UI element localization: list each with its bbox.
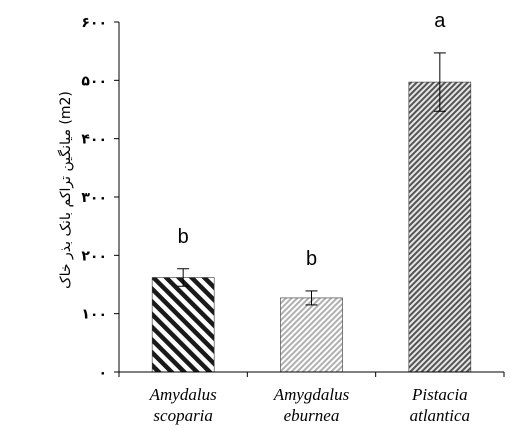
category-label-line2: eburnea [284, 406, 340, 425]
y-tick-label: ۳۰۰ [81, 190, 107, 206]
significance-label: a [434, 10, 446, 32]
bar [151, 277, 215, 373]
category-label-line2: scoparia [153, 406, 213, 425]
bar [408, 81, 472, 373]
y-tick-label: ۶۰۰ [81, 15, 107, 31]
y-tick-label: ۲۰۰ [81, 248, 107, 264]
significance-label: b [178, 226, 189, 248]
y-tick-label: ۵۰۰ [81, 73, 107, 89]
category-label-line1: Pistacia [411, 385, 468, 404]
bar [280, 297, 343, 373]
category-label-line2: atlantica [410, 406, 470, 425]
significance-label: b [306, 248, 317, 270]
y-tick-label: ۱۰۰ [81, 307, 107, 323]
category-label-line1: Amygdalus [273, 385, 350, 404]
y-tick-label: ۰ [98, 365, 107, 381]
category-label-line1: Amydalus [149, 385, 217, 404]
y-axis-label: میانگین تراکم بانک بذر خاک (m2) [57, 91, 74, 289]
y-tick-label: ۴۰۰ [81, 132, 107, 148]
